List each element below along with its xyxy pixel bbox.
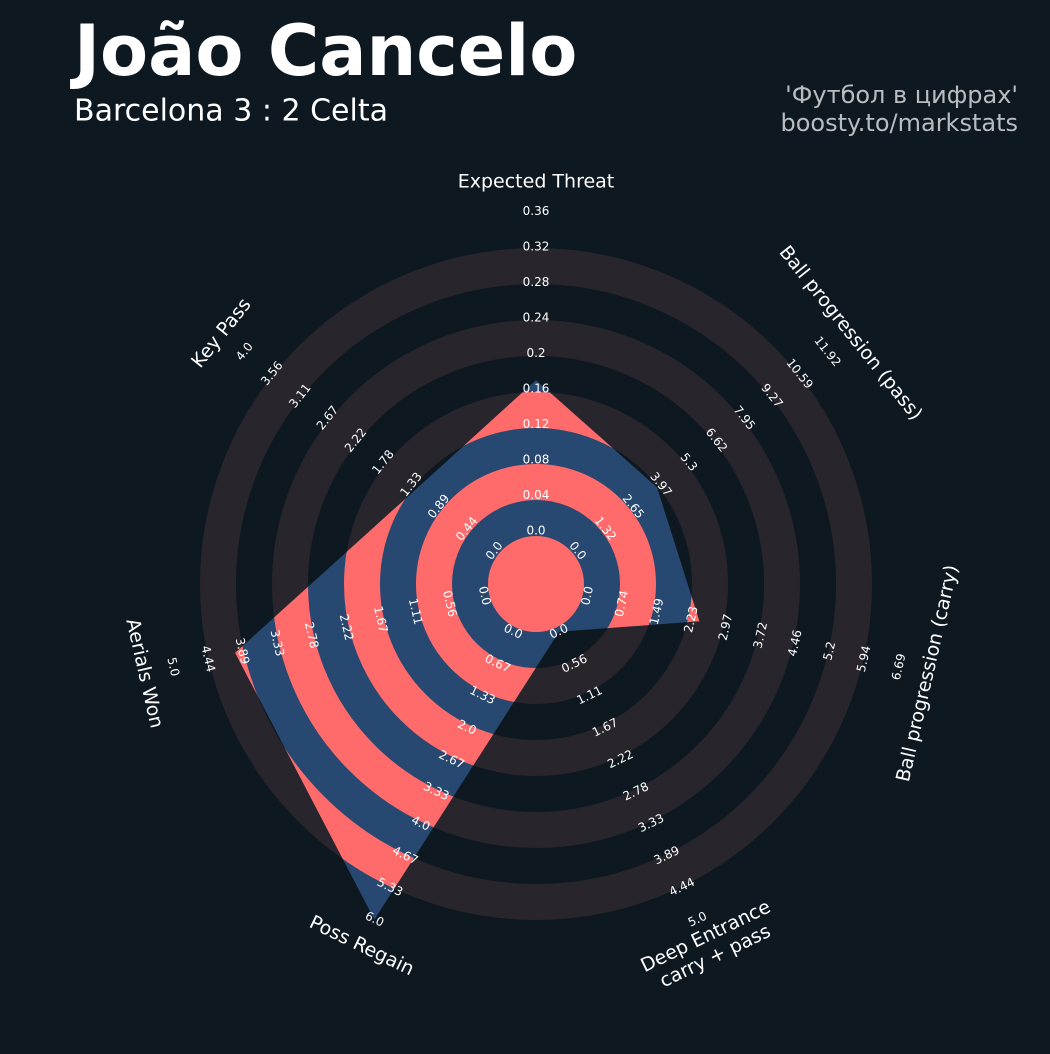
tick-label: 0.12 bbox=[523, 417, 550, 431]
tick-label: 0.2 bbox=[526, 346, 545, 360]
tick-label: 4.44 bbox=[198, 644, 218, 673]
tick-label: 2.22 bbox=[337, 613, 357, 642]
tick-label: 6.69 bbox=[889, 652, 909, 681]
tick-label: 0.0 bbox=[578, 585, 596, 607]
tick-label: 5.2 bbox=[820, 640, 838, 662]
tick-label: 4.46 bbox=[785, 628, 805, 657]
tick-label: 0.0 bbox=[526, 524, 545, 538]
param-label: Poss Regain bbox=[306, 911, 418, 980]
tick-label: 2.78 bbox=[302, 621, 322, 650]
tick-label: 0.74 bbox=[612, 589, 632, 618]
tick-label: 0.08 bbox=[523, 453, 550, 467]
tick-label: 5.94 bbox=[854, 644, 874, 673]
tick-label: 0.04 bbox=[523, 488, 550, 502]
tick-label: 3.89 bbox=[233, 636, 253, 665]
tick-label: 1.49 bbox=[647, 597, 667, 626]
tick-label: 2.23 bbox=[681, 605, 701, 634]
param-label: Expected Threat bbox=[458, 171, 615, 193]
ring bbox=[200, 248, 872, 920]
chart-subtitle: Barcelona 3 : 2 Celta bbox=[74, 94, 388, 129]
tick-label: 0.28 bbox=[523, 275, 550, 289]
tick-label: 0.24 bbox=[523, 311, 550, 325]
tick-label: 4.0 bbox=[233, 340, 256, 364]
param-label: Deep Entrancecarry + pass bbox=[637, 895, 783, 996]
tick-label: 1.67 bbox=[371, 605, 391, 634]
ring bbox=[272, 320, 800, 848]
tick-label: 0.0 bbox=[476, 585, 494, 607]
tick-label: 3.72 bbox=[751, 621, 771, 650]
tick-label: 0.56 bbox=[440, 589, 460, 618]
tick-label: 5.0 bbox=[164, 656, 182, 678]
tick-label: 0.36 bbox=[523, 204, 550, 218]
tick-label: 0.32 bbox=[523, 240, 550, 254]
tick-label: 0.16 bbox=[523, 382, 550, 396]
tick-label: 2.97 bbox=[716, 613, 736, 642]
tick-label: 6.0 bbox=[363, 909, 386, 930]
radar-ring bbox=[488, 536, 584, 632]
chart-title: João Cancelo bbox=[70, 10, 577, 92]
param-label: Aerials Won bbox=[121, 616, 167, 730]
tick-label: 3.33 bbox=[268, 628, 288, 657]
credit: 'Футбол в цифрах' bbox=[785, 81, 1018, 109]
credit: boosty.to/markstats bbox=[781, 109, 1019, 137]
tick-label: 1.11 bbox=[406, 597, 426, 626]
tick-label: 11.92 bbox=[811, 334, 843, 370]
